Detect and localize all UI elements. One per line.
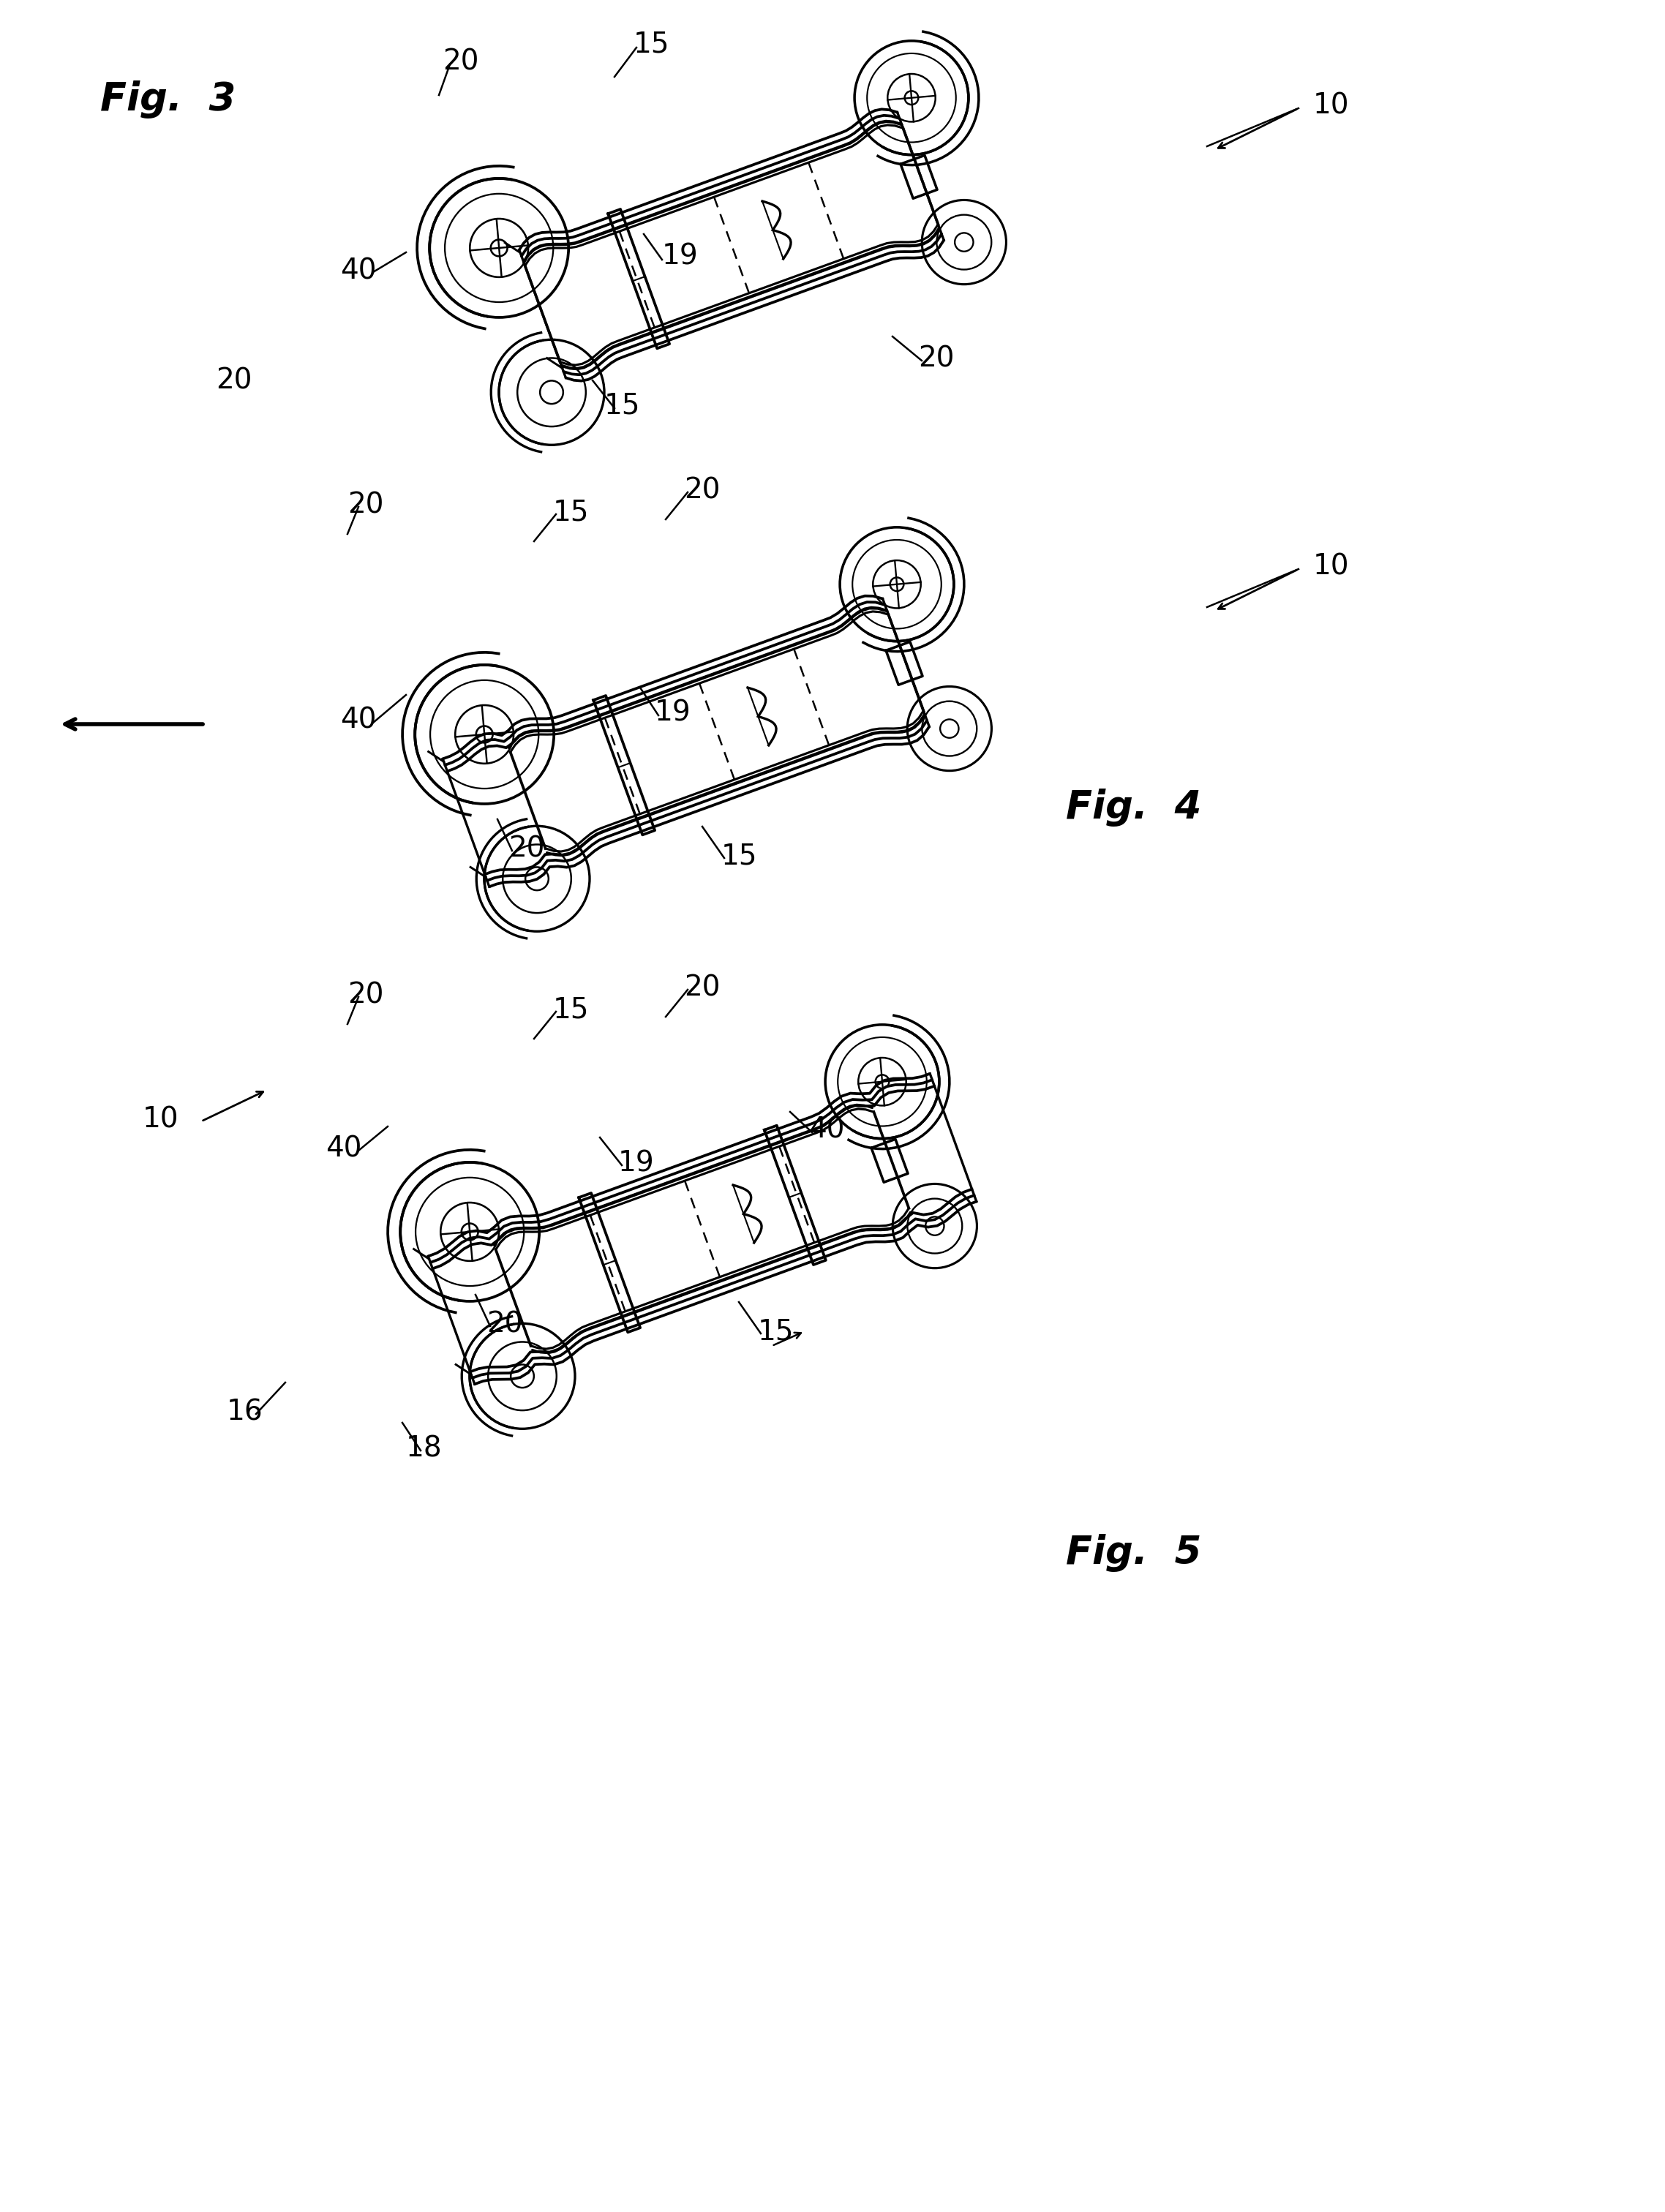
Text: 10: 10	[143, 1106, 180, 1133]
Text: 18: 18	[406, 1433, 443, 1462]
Text: 15: 15	[633, 31, 669, 58]
Text: 40: 40	[809, 1117, 844, 1144]
Text: 20: 20	[684, 476, 721, 504]
Text: Fig.  4: Fig. 4	[1066, 787, 1200, 827]
Text: 40: 40	[326, 1135, 361, 1161]
Text: 15: 15	[758, 1318, 794, 1345]
Text: 40: 40	[340, 706, 376, 734]
Text: 20: 20	[919, 345, 954, 372]
Text: 20: 20	[216, 367, 251, 394]
Text: 20: 20	[348, 980, 385, 1009]
Text: 15: 15	[553, 995, 589, 1024]
Text: 19: 19	[654, 699, 691, 728]
Text: 20: 20	[443, 49, 480, 75]
Text: 19: 19	[618, 1150, 654, 1177]
Text: 20: 20	[486, 1310, 523, 1338]
Text: 10: 10	[1314, 553, 1350, 582]
Text: 19: 19	[663, 241, 699, 270]
Text: 16: 16	[226, 1398, 263, 1427]
Text: 20: 20	[508, 834, 544, 863]
Text: Fig.  3: Fig. 3	[100, 80, 235, 119]
Text: 15: 15	[721, 843, 758, 869]
Text: 15: 15	[604, 392, 639, 420]
Text: 20: 20	[348, 491, 385, 518]
Text: 10: 10	[1314, 93, 1350, 119]
Text: Fig.  5: Fig. 5	[1066, 1533, 1200, 1573]
Text: 40: 40	[340, 257, 376, 285]
Text: 20: 20	[684, 973, 721, 1002]
Text: 15: 15	[553, 498, 589, 526]
